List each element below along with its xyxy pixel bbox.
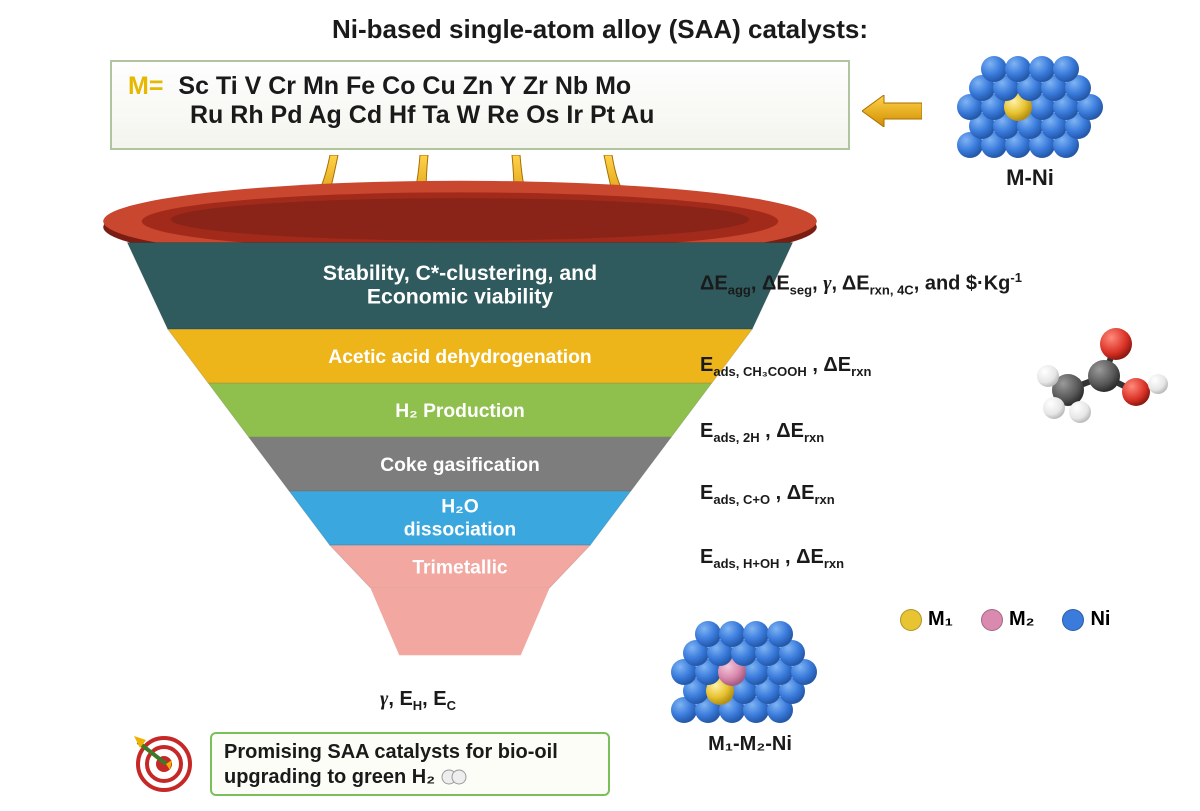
metric-label: γ, EH, EC xyxy=(380,688,456,713)
metric-label: Eads, H+OH , ΔErxn xyxy=(700,546,844,571)
elements-prefix: M= xyxy=(128,72,163,100)
legend-label: M₂ xyxy=(1009,608,1035,631)
result-text: Promising SAA catalysts for bio-oil upgr… xyxy=(224,741,558,788)
legend-item: M₂ xyxy=(981,608,1035,631)
legend-label: Ni xyxy=(1090,608,1110,631)
svg-text:Acetic acid dehydrogenation: Acetic acid dehydrogenation xyxy=(328,347,591,368)
svg-text:Trimetallic: Trimetallic xyxy=(412,557,508,578)
svg-text:Coke gasification: Coke gasification xyxy=(380,455,540,476)
atom-legend: M₁ M₂ Ni xyxy=(900,608,1110,631)
metric-label: ΔEagg, ΔEseg, γ, ΔErxn, 4C, and $·Kg-1 xyxy=(700,270,1022,298)
svg-text:Stability, C*-clustering, and: Stability, C*-clustering, and xyxy=(323,262,597,285)
metric-label: Eads, 2H , ΔErxn xyxy=(700,420,824,445)
cluster-trimetallic: M₁-M₂-Ni xyxy=(640,610,860,770)
svg-text:H₂ Production: H₂ Production xyxy=(395,401,525,422)
page-title: Ni-based single-atom alloy (SAA) catalys… xyxy=(0,14,1200,45)
h2-molecule-icon xyxy=(441,768,469,786)
metric-label: Eads, CH₃COOH , ΔErxn xyxy=(700,354,871,379)
svg-text:dissociation: dissociation xyxy=(404,520,516,541)
cluster-trimetallic-label: M₁-M₂-Ni xyxy=(708,733,792,755)
legend-item: Ni xyxy=(1062,608,1110,631)
arrow-to-elements-icon xyxy=(862,95,922,127)
acetic-acid-molecule-icon xyxy=(1020,320,1170,440)
target-icon xyxy=(132,728,196,792)
result-box: Promising SAA catalysts for bio-oil upgr… xyxy=(210,732,610,796)
elements-row-1: Sc Ti V Cr Mn Fe Co Cu Zn Y Zr Nb Mo xyxy=(178,72,631,100)
metric-label: Eads, C+O , ΔErxn xyxy=(700,482,835,507)
cluster-m-ni: M-Ni xyxy=(930,50,1130,200)
elements-row-2: Ru Rh Pd Ag Cd Hf Ta W Re Os Ir Pt Au xyxy=(190,101,654,129)
svg-text:H₂O: H₂O xyxy=(441,497,478,518)
legend-item: M₁ xyxy=(900,608,953,631)
legend-label: M₁ xyxy=(928,608,953,631)
svg-text:Economic viability: Economic viability xyxy=(367,285,553,308)
cluster-m-ni-label: M-Ni xyxy=(1006,165,1054,190)
elements-box: M= Sc Ti V Cr Mn Fe Co Cu Zn Y Zr Nb Mo … xyxy=(110,60,850,150)
